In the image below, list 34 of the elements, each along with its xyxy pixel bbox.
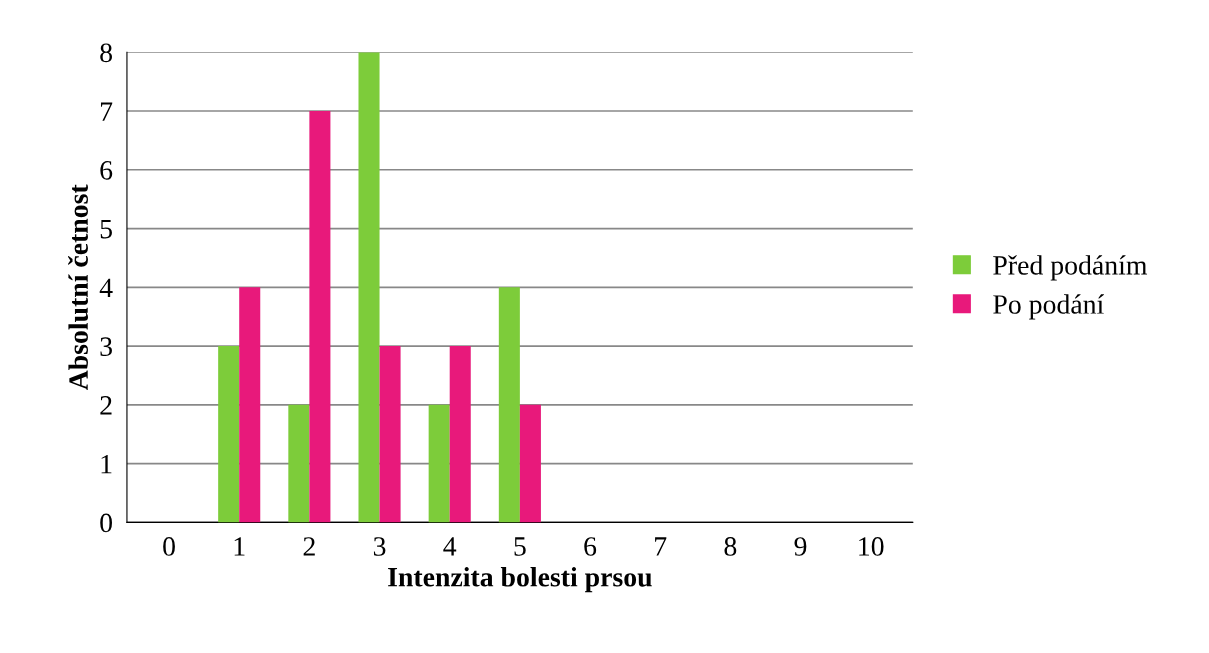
- x-tick-label: 2: [303, 537, 315, 556]
- y-tick-label: 5: [100, 220, 112, 239]
- y-tick-label: 3: [100, 337, 112, 356]
- legend-label: Před podáním: [993, 255, 1148, 281]
- x-tick-label: 10: [859, 537, 884, 556]
- bar: [309, 111, 331, 523]
- bar: [449, 346, 471, 523]
- y-tick-label: 6: [100, 161, 113, 180]
- x-tick-label: 4: [443, 537, 457, 556]
- y-axis-title: Absolutní četnost: [68, 184, 89, 391]
- x-tick-label: 6: [584, 537, 597, 556]
- y-tick-label: 7: [101, 102, 113, 121]
- x-tick-label: 3: [373, 537, 386, 556]
- y-tick-label: 0: [100, 513, 112, 533]
- x-tick-label: 5: [514, 537, 526, 556]
- legend-label: Po podání: [993, 294, 1104, 320]
- bar: [379, 346, 401, 523]
- bar: [239, 287, 261, 523]
- x-tick-label: 7: [655, 537, 667, 556]
- y-tick-label: 2: [100, 396, 112, 415]
- y-tick-label: 4: [99, 278, 113, 297]
- bar: [358, 52, 380, 523]
- bar: [519, 404, 541, 523]
- bar: [498, 287, 520, 523]
- x-tick-label: 8: [724, 537, 737, 556]
- y-tick-label: 8: [100, 43, 112, 63]
- x-tick-label: 9: [794, 537, 807, 556]
- bar: [288, 404, 310, 523]
- bar: [428, 404, 450, 523]
- x-tick-label: 1: [234, 537, 245, 556]
- y-tick-label: 1: [101, 454, 112, 474]
- x-tick-label: 0: [163, 537, 175, 556]
- bar: [218, 346, 240, 523]
- x-axis-title: Intenzita bolesti prsou: [388, 567, 652, 593]
